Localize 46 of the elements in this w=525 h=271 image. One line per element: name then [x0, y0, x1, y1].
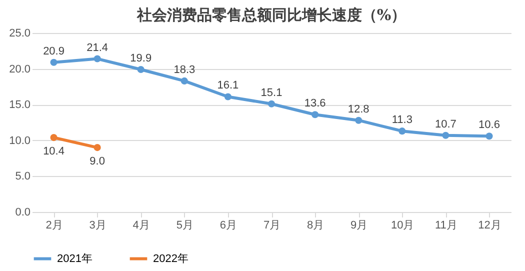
point	[268, 100, 276, 108]
x-tick-label: 6月	[220, 220, 238, 232]
data-label: 18.3	[174, 64, 196, 76]
data-label: 9.0	[90, 156, 105, 168]
x-tick-label: 12月	[478, 220, 502, 232]
x-tick-label: 10月	[391, 220, 414, 232]
point	[312, 111, 319, 118]
y-tick-label: 0.0	[15, 206, 30, 218]
point	[355, 116, 362, 124]
point	[94, 144, 101, 152]
point	[94, 55, 101, 62]
data-label: 10.4	[43, 146, 64, 158]
point	[224, 93, 232, 100]
y-tick-label: 5.0	[15, 170, 30, 183]
data-label: 20.9	[43, 45, 64, 58]
data-label: 12.8	[348, 103, 370, 116]
x-tick-label: 5月	[176, 220, 194, 232]
x-tick-label: 11月	[434, 220, 458, 232]
x-tick-label: 3月	[89, 220, 106, 232]
point	[50, 58, 58, 66]
y-tick-label: 10.0	[9, 134, 30, 147]
data-label: 10.7	[434, 118, 456, 130]
legend-label: 2021年	[57, 252, 92, 265]
x-tick-label: 8月	[306, 220, 324, 232]
y-tick-label: 15.0	[9, 99, 30, 112]
point	[50, 134, 58, 142]
data-label: 15.1	[260, 86, 282, 99]
data-label: 13.6	[304, 98, 326, 110]
x-tick-label: 7月	[263, 220, 281, 232]
point	[442, 132, 450, 139]
data-label: 21.4	[86, 42, 108, 54]
y-tick-label: 25.0	[9, 28, 30, 40]
data-label: 19.9	[130, 52, 152, 65]
y-tick-label: 20.0	[9, 63, 30, 76]
point	[398, 128, 406, 135]
x-tick-label: 4月	[132, 220, 150, 232]
point	[137, 66, 144, 74]
data-label: 16.1	[217, 80, 239, 92]
point	[486, 132, 493, 140]
data-label: 10.6	[478, 119, 500, 132]
point	[180, 77, 188, 84]
chart-title: 社会消费品零售总额同比增长速度（%）	[136, 6, 406, 24]
x-tick-label: 2月	[46, 220, 63, 232]
data-label: 11.3	[392, 114, 412, 126]
legend-label: 2022年	[153, 252, 188, 265]
x-tick-label: 9月	[350, 220, 368, 232]
